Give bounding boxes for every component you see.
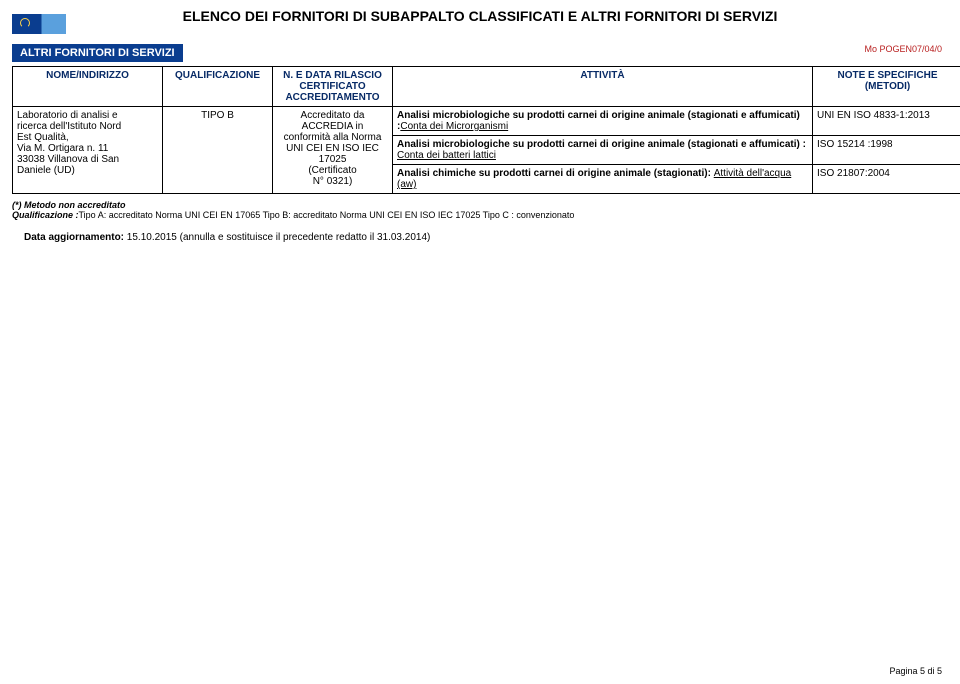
name-l4: Via M. Ortigara n. 11 (17, 143, 108, 154)
footnote-method: (*) Metodo non accreditato (12, 200, 948, 210)
name-l3: Est Qualità, (17, 132, 69, 143)
update-text: 15.10.2015 (annulla e sostituisce il pre… (127, 232, 431, 243)
th-qual: QUALIFICAZIONE (163, 67, 273, 107)
act1-u: Conta dei Microrganismi (400, 121, 508, 132)
cell-note-2: ISO 15214 :1998 (813, 136, 960, 165)
cell-note-1: UNI EN ISO 4833-1:2013 (813, 107, 960, 136)
cell-activity-3: Analisi chimiche su prodotti carnei di o… (393, 165, 813, 194)
th-act: ATTIVITÀ (393, 67, 813, 107)
th-cert: N. E DATA RILASCIO CERTIFICATO ACCREDITA… (273, 67, 393, 107)
cell-qual: TIPO B (163, 107, 273, 194)
cert-l3: conformità alla Norma (284, 132, 382, 143)
cell-cert: Accreditato da ACCREDIA in conformità al… (273, 107, 393, 194)
suppliers-table: NOME/INDIRIZZO QUALIFICAZIONE N. E DATA … (12, 66, 960, 194)
cert-l1: Accreditato da (301, 110, 365, 121)
cert-l7: N° 0321) (313, 176, 353, 187)
section-bar: ALTRI FORNITORI DI SERVIZI (12, 44, 183, 62)
name-l5: 33038 Villanova di San (17, 154, 119, 165)
table-header-row: NOME/INDIRIZZO QUALIFICAZIONE N. E DATA … (13, 67, 960, 107)
cell-name: Laboratorio di analisi e ricerca dell'Is… (13, 107, 163, 194)
act2-u: Conta dei batteri lattici (397, 150, 496, 161)
cert-l4: UNI CEI EN ISO IEC (286, 143, 379, 154)
name-l2: ricerca dell'Istituto Nord (17, 121, 121, 132)
page-number: Pagina 5 di 5 (889, 666, 942, 676)
cell-activity-1: Analisi microbiologiche su prodotti carn… (393, 107, 813, 136)
table-row: Laboratorio di analisi e ricerca dell'Is… (13, 107, 960, 136)
cell-activity-2: Analisi microbiologiche su prodotti carn… (393, 136, 813, 165)
update-line: Data aggiornamento: 15.10.2015 (annulla … (24, 232, 948, 243)
footnotes: (*) Metodo non accreditato Qualificazion… (12, 200, 948, 220)
act2-pre: Analisi microbiologiche su prodotti carn… (397, 139, 806, 150)
cert-l6: (Certificato (308, 165, 356, 176)
footnote-qualification: Qualificazione :Tipo A: accreditato Norm… (12, 210, 948, 220)
th-note: NOTE E SPECIFICHE (METODI) (813, 67, 960, 107)
doc-code: Mo POGEN07/04/0 (864, 44, 942, 54)
update-label: Data aggiornamento: (24, 232, 127, 243)
act3-pre: Analisi chimiche su prodotti carnei di o… (397, 168, 714, 179)
cell-note-3: ISO 21807:2004 (813, 165, 960, 194)
name-l6: Daniele (UD) (17, 165, 75, 176)
table-wrap: NOME/INDIRIZZO QUALIFICAZIONE N. E DATA … (12, 66, 948, 194)
name-l1: Laboratorio di analisi e (17, 110, 118, 121)
cert-l5: 17025 (319, 154, 347, 165)
fn2-rest: Tipo A: accreditato Norma UNI CEI EN 170… (79, 210, 575, 220)
fn2-label: Qualificazione : (12, 210, 79, 220)
logo (12, 14, 72, 44)
page-title: ELENCO DEI FORNITORI DI SUBAPPALTO CLASS… (0, 8, 960, 24)
cert-l2: ACCREDIA in (302, 121, 364, 132)
th-name: NOME/INDIRIZZO (13, 67, 163, 107)
